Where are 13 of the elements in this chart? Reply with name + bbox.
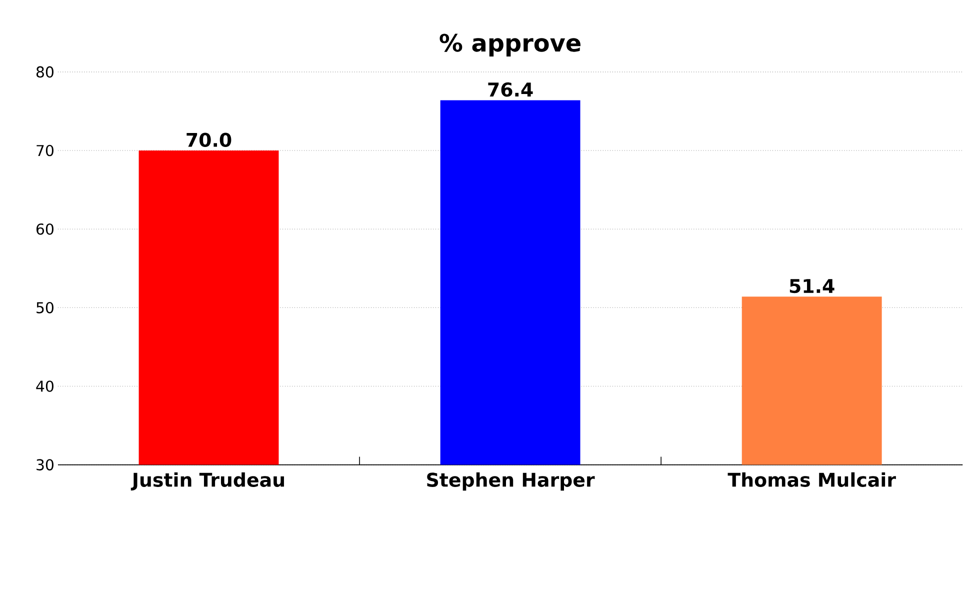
data-label: 70.0 — [186, 132, 232, 148]
chart-title: % approve — [440, 34, 580, 57]
y-tick-label: 40 — [36, 380, 54, 392]
y-tick-label: 70 — [36, 145, 54, 156]
x-tick-label: Thomas Mulcair — [728, 472, 896, 488]
y-tick-label: 80 — [36, 66, 54, 78]
data-label: 76.4 — [488, 82, 533, 97]
y-tick-label: 50 — [36, 302, 54, 314]
data-label: 51.4 — [790, 279, 834, 294]
y-tick-label: 30 — [36, 459, 54, 471]
y-tick-label: 60 — [36, 224, 54, 235]
x-tick-label: Justin Trudeau — [130, 472, 284, 491]
x-tick-label: Stephen Harper — [427, 472, 595, 491]
